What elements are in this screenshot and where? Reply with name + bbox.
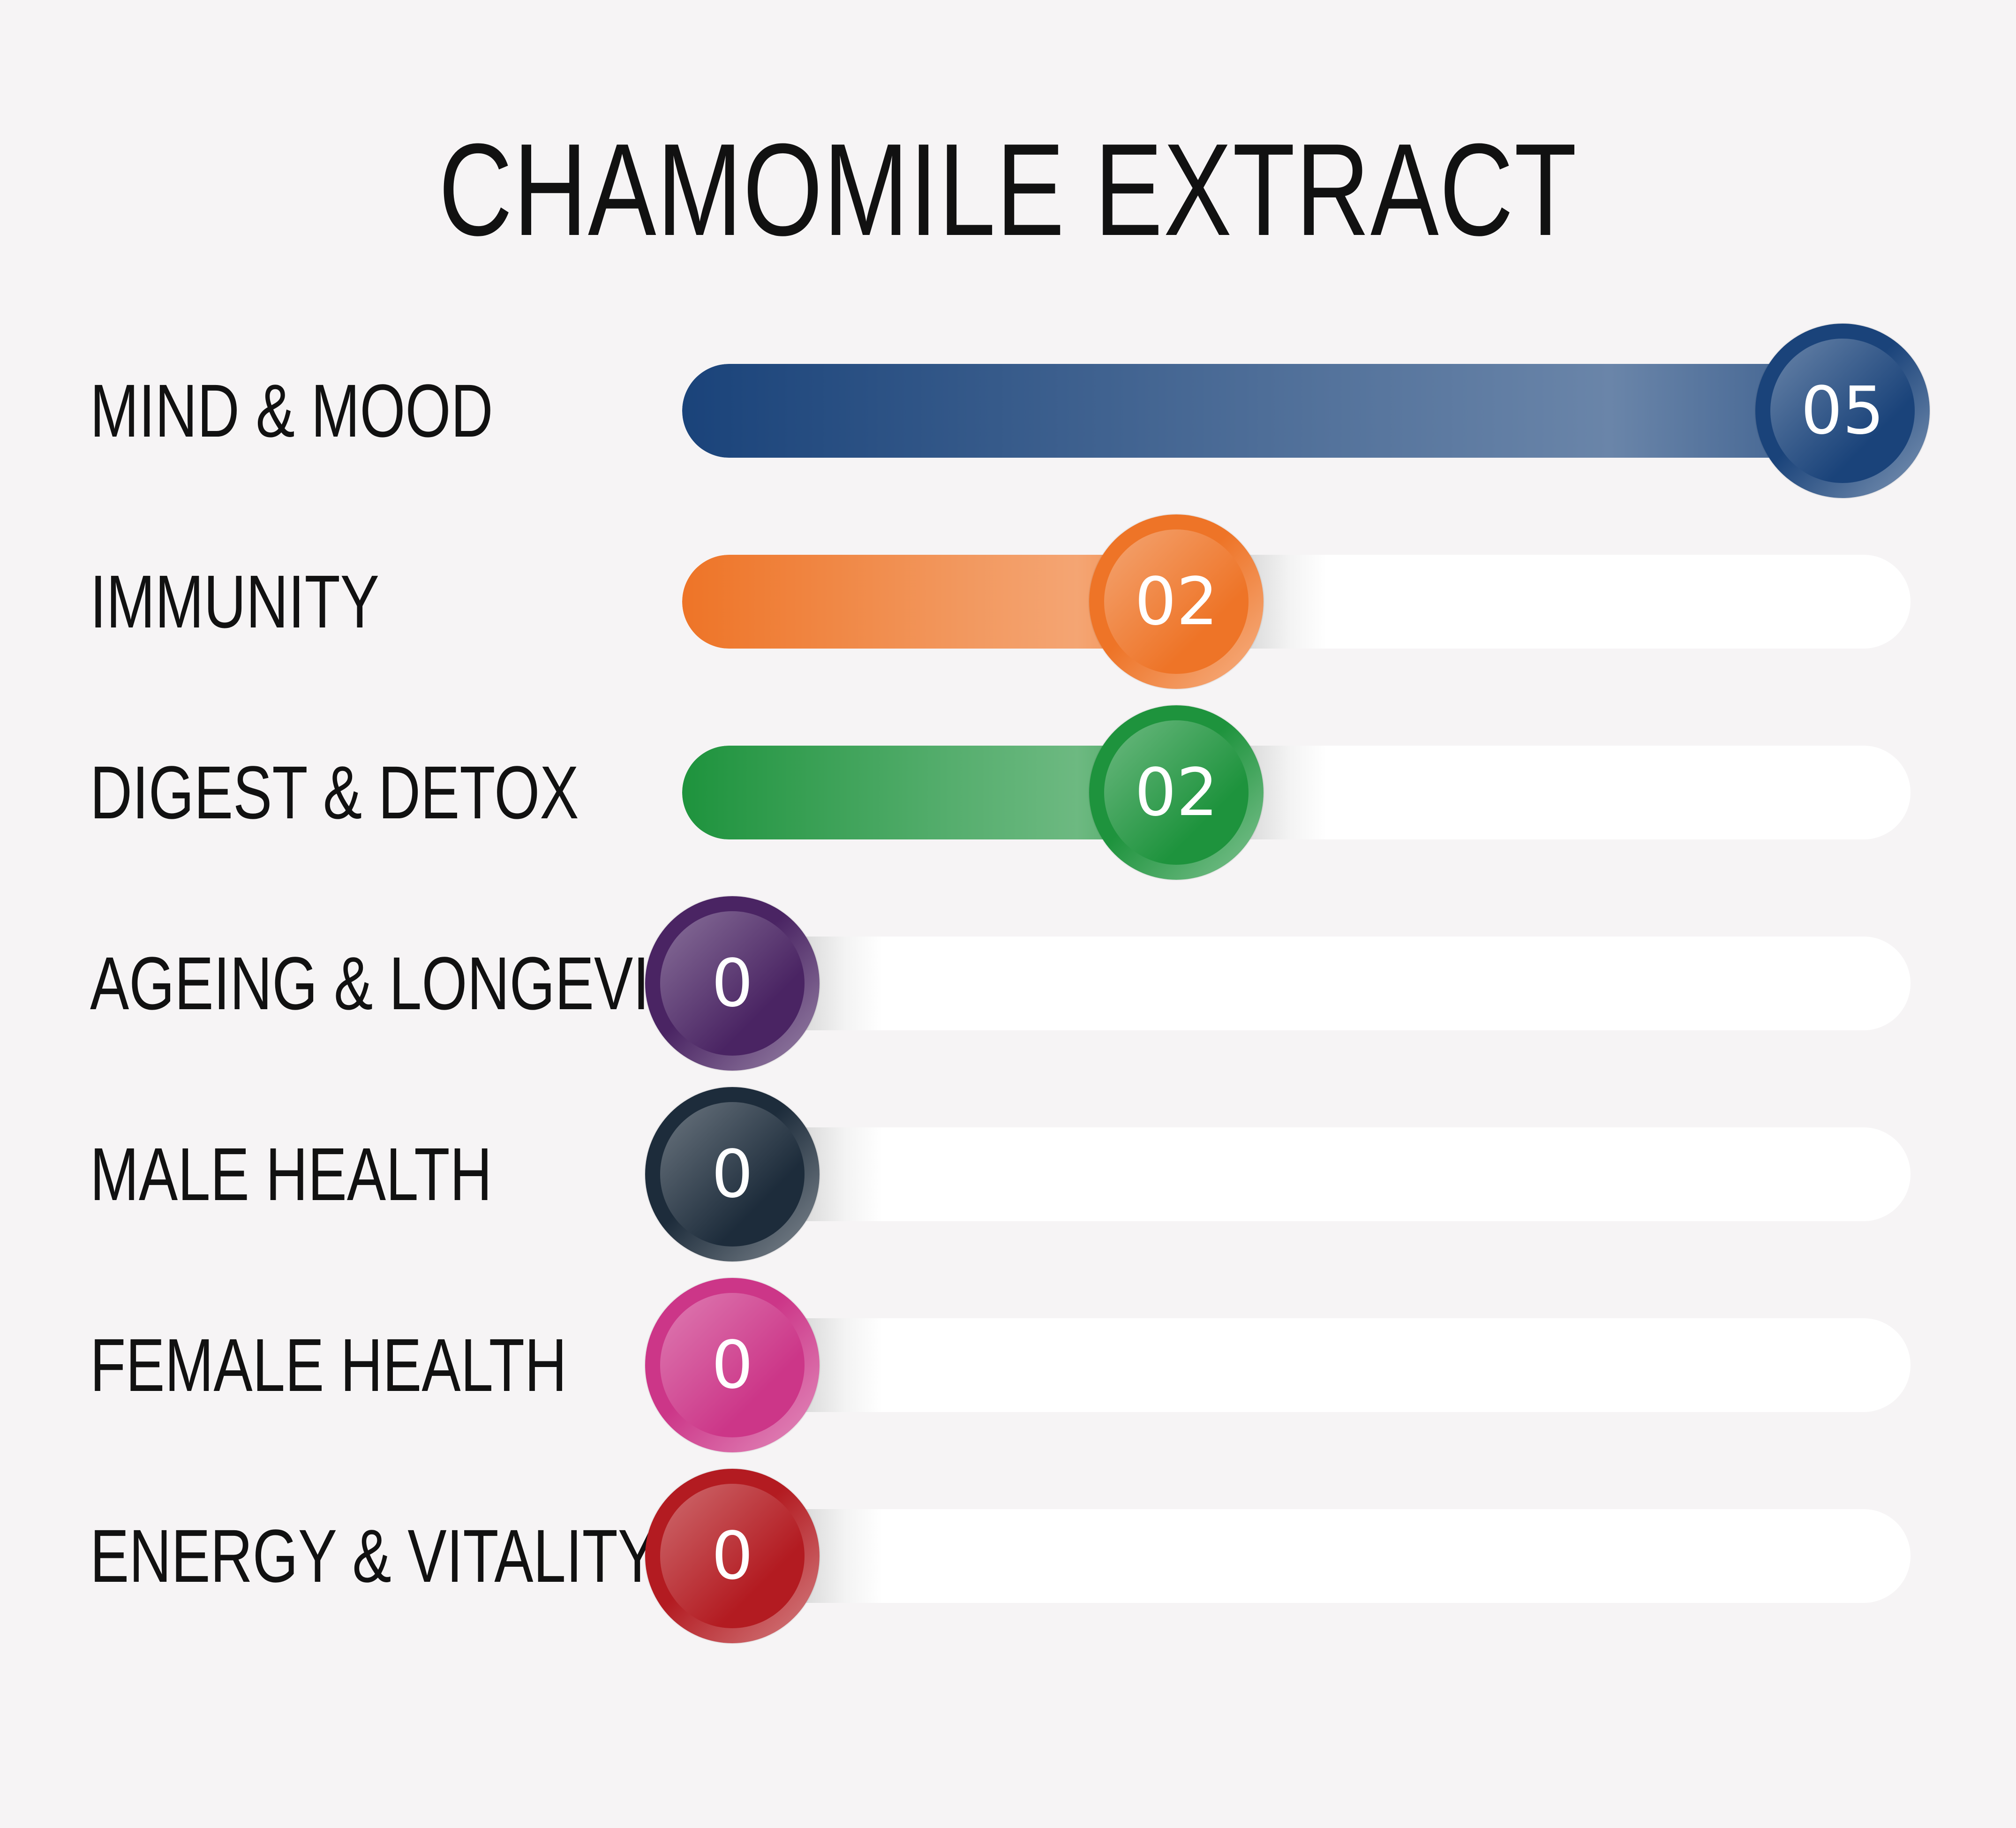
category-label: DIGEST & DETOX xyxy=(90,750,579,834)
chart-title: CHAMOMILE EXTRACT xyxy=(438,117,1578,263)
value-knob: 02 xyxy=(1089,705,1264,880)
category-label: MIND & MOOD xyxy=(90,369,493,453)
value-knob: 0 xyxy=(645,896,820,1071)
value-label: 0 xyxy=(660,911,805,1056)
category-label: ENERGY & VITALITY xyxy=(90,1514,657,1598)
value-knob: 0 xyxy=(645,1469,820,1643)
bar-track xyxy=(682,746,1911,839)
value-label: 0 xyxy=(660,1484,805,1628)
bar-fill xyxy=(682,364,1843,458)
bar-track xyxy=(682,1318,1911,1412)
category-label: IMMUNITY xyxy=(90,559,379,643)
value-label: 05 xyxy=(1770,339,1915,483)
value-knob: 0 xyxy=(645,1087,820,1261)
value-knob: 02 xyxy=(1089,514,1264,689)
value-knob: 0 xyxy=(645,1278,820,1452)
value-label: 0 xyxy=(660,1293,805,1437)
category-label: FEMALE HEALTH xyxy=(90,1323,567,1407)
value-label: 02 xyxy=(1104,529,1249,674)
bar-track xyxy=(682,937,1911,1030)
bar-track xyxy=(682,364,1911,458)
value-knob: 05 xyxy=(1755,324,1930,498)
bar-track xyxy=(682,555,1911,649)
category-label: MALE HEALTH xyxy=(90,1132,492,1216)
category-label: AGEING & LONGEVITY xyxy=(90,941,724,1025)
value-label: 0 xyxy=(660,1102,805,1246)
value-label: 02 xyxy=(1104,720,1249,865)
bar-track xyxy=(682,1509,1911,1603)
bar-track xyxy=(682,1127,1911,1221)
